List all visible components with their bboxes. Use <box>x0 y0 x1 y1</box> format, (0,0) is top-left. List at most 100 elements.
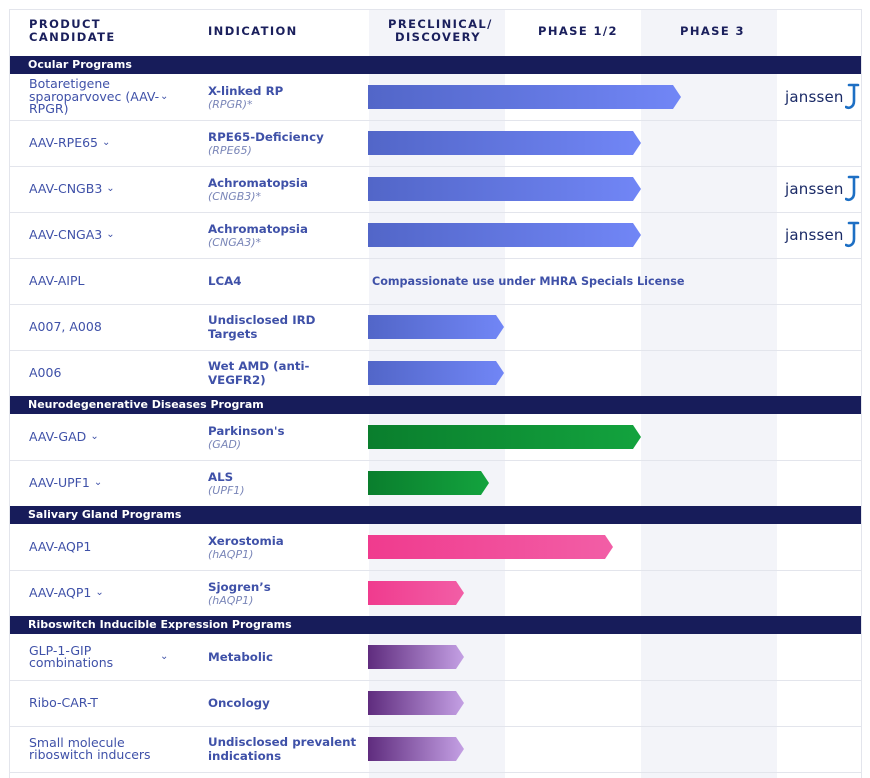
pipeline-row: Botaretigene sparoparvovec (AAV-RPGR) ⌄ X-… <box>10 74 861 121</box>
indication-name: LCA4 <box>208 274 242 288</box>
chevron-down-icon[interactable]: ⌄ <box>160 650 169 662</box>
progress-bar-shape <box>368 315 504 339</box>
section-header: Ocular Programs <box>10 56 861 74</box>
progress-bar-blue <box>368 361 504 385</box>
chevron-down-icon[interactable]: ⌄ <box>93 476 103 488</box>
indication: Xerostomia (hAQP1) <box>208 524 358 570</box>
progress-bar-shape <box>368 361 504 385</box>
partner-name: janssen <box>785 226 844 244</box>
candidate-name: Ribo-CAR-T <box>29 694 98 710</box>
product-candidate: A006 <box>29 350 179 396</box>
pipeline-table: PRODUCT CANDIDATE INDICATION PRECLINICAL… <box>9 9 862 778</box>
chevron-down-icon[interactable]: ⌄ <box>90 430 99 442</box>
table-header: PRODUCT CANDIDATE INDICATION PRECLINICAL… <box>10 10 861 56</box>
product-candidate[interactable]: AAV-RPE65 ⌄ <box>29 120 179 166</box>
indication-name: Parkinson's <box>208 423 285 438</box>
product-candidate: AAV-AIPL <box>29 258 179 304</box>
indication-target: (hAQP1) <box>208 593 254 607</box>
progress-bar-purple <box>368 691 464 715</box>
partner-name: janssen <box>785 180 844 198</box>
header-product-candidate: PRODUCT CANDIDATE <box>29 17 116 44</box>
chevron-down-icon[interactable]: ⌄ <box>102 136 111 148</box>
indication-name: ALS <box>208 469 234 484</box>
indication-name: Wet AMD (anti-VEGFR2) <box>208 359 310 387</box>
indication-target: (hAQP1) <box>208 547 254 561</box>
product-candidate[interactable]: AAV-CNGB3 ⌄ <box>29 166 179 212</box>
progress-bar-green <box>368 425 641 449</box>
partner-name: janssen <box>785 88 844 106</box>
pipeline-row: Ribo-CAR-T Oncology <box>10 680 861 727</box>
chevron-down-icon[interactable]: ⌄ <box>106 228 115 240</box>
indication-name: Oncology <box>208 696 270 710</box>
section-header: Neurodegenerative Diseases Program <box>10 396 861 414</box>
candidate-name: AAV-CNGA3 <box>29 226 103 242</box>
progress-bar-shape <box>368 85 681 109</box>
indication: Metabolic <box>208 634 358 680</box>
indication-target: (RPE65) <box>208 143 252 157</box>
indication-name: Xerostomia <box>208 533 284 548</box>
indication: ALS (UPF1) <box>208 460 358 506</box>
header-indication: INDICATION <box>208 24 298 38</box>
product-candidate: Ribo-CAR-T <box>29 680 179 726</box>
product-candidate[interactable]: AAV-AQP1 ⌄ <box>29 570 179 616</box>
progress-bar-shape <box>368 177 641 201</box>
pipeline-row: AAV-AQP1 Xerostomia (hAQP1) <box>10 524 861 571</box>
chevron-down-icon[interactable]: ⌄ <box>106 182 115 194</box>
section-header: Salivary Gland Programs <box>10 506 861 524</box>
progress-bar-shape <box>368 737 464 761</box>
indication-name: Metabolic <box>208 650 273 664</box>
pipeline-row: A006 Wet AMD (anti-VEGFR2) <box>10 350 861 397</box>
chevron-down-icon[interactable]: ⌄ <box>160 90 169 102</box>
pipeline-row: AAV-CNGB3 ⌄ Achromatopsia (CNGB3)* janssen <box>10 166 861 213</box>
candidate-name: A006 <box>29 364 62 380</box>
progress-bar-shape <box>368 425 641 449</box>
pipeline-row: A007, A008 Undisclosed IRD Targets <box>10 304 861 351</box>
partner-logo-janssen: janssen <box>785 175 861 203</box>
indication: X-linked RP (RPGR)* <box>208 74 358 120</box>
indication: Undisclosed prevalent indications <box>208 726 358 772</box>
pipeline-row: AAV-AIPL LCA4 Compassionate use under MHRA… <box>10 258 861 305</box>
progress-bar-shape <box>368 535 613 559</box>
product-candidate: A007, A008 <box>29 304 179 350</box>
indication-name: Sjogren’s <box>208 579 271 594</box>
indication-name: Achromatopsia <box>208 175 308 190</box>
indication: RPE65-Deficiency (RPE65) <box>208 120 358 166</box>
progress-bar-shape <box>368 131 641 155</box>
indication-name: Undisclosed prevalent indications <box>208 735 357 763</box>
indication: Undisclosed IRD Targets <box>208 304 358 350</box>
janssen-logo-icon <box>844 221 859 248</box>
header-phase-3: PHASE 3 <box>680 24 745 38</box>
header-preclinical: PRECLINICAL/ DISCOVERY <box>388 17 493 44</box>
header-phase-1-2: PHASE 1/2 <box>538 24 618 38</box>
candidate-name: AAV-AIPL <box>29 272 85 288</box>
progress-bar-blue <box>368 131 641 155</box>
pipeline-row: Small molecule riboswitch inducers Undisc… <box>10 726 861 773</box>
product-candidate[interactable]: Botaretigene sparoparvovec (AAV-RPGR) ⌄ <box>29 74 179 120</box>
chevron-down-icon[interactable]: ⌄ <box>95 586 104 598</box>
progress-bar-purple <box>368 645 464 669</box>
pipeline-row: AAV-AQP1 ⌄ Sjogren’s (hAQP1) <box>10 570 861 617</box>
candidate-name: AAV-CNGB3 <box>29 180 103 196</box>
indication: Achromatopsia (CNGA3)* <box>208 212 358 258</box>
candidate-name: AAV-AQP1 <box>29 538 92 554</box>
progress-bar-pink <box>368 535 613 559</box>
indication-target: (UPF1) <box>208 483 245 497</box>
product-candidate[interactable]: AAV-GAD ⌄ <box>29 414 179 460</box>
product-candidate[interactable]: AAV-UPF1 ⌄ <box>29 460 179 506</box>
indication-target: (CNGB3)* <box>208 189 262 203</box>
partner-logo-janssen: janssen <box>785 221 861 249</box>
progress-bar-shape <box>368 581 464 605</box>
product-candidate[interactable]: AAV-CNGA3 ⌄ <box>29 212 179 258</box>
indication-target: (CNGA3)* <box>208 235 262 249</box>
pipeline-row: AAV-CNGA3 ⌄ Achromatopsia (CNGA3)* janssen <box>10 212 861 259</box>
indication-name: RPE65-Deficiency <box>208 129 324 144</box>
indication: Oncology <box>208 680 358 726</box>
pipeline-row: GLP-1-GIP combinations ⌄ Metabolic <box>10 634 861 681</box>
product-candidate[interactable]: GLP-1-GIP combinations ⌄ <box>29 634 179 680</box>
candidate-name: AAV-GAD <box>29 428 87 444</box>
indication-target: (GAD) <box>208 437 242 451</box>
progress-bar-shape <box>368 223 641 247</box>
pipeline-row: AAV-UPF1 ⌄ ALS (UPF1) <box>10 460 861 507</box>
candidate-name: AAV-AQP1 <box>29 584 92 600</box>
candidate-name: Small molecule riboswitch inducers <box>29 734 151 762</box>
